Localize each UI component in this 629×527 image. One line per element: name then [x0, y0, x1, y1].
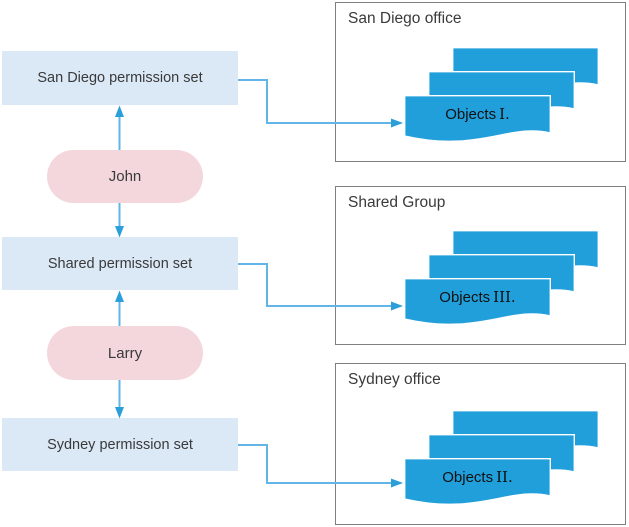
user-label-john: John	[108, 168, 142, 185]
arrow-john-to-shared-set	[115, 203, 124, 238]
arrow-john-to-san-diego-set	[115, 105, 124, 150]
document-label-objects-2: Objects II.	[442, 468, 513, 486]
user-label-larry: Larry	[107, 344, 143, 362]
permission-set-label-shared: Shared permission set	[47, 255, 193, 272]
arrow-larry-to-sydney-set	[115, 380, 124, 419]
group-title-shared-group: Shared Group	[348, 194, 446, 211]
document-label-objects-3: Objects III.	[439, 288, 516, 306]
document-label-objects-1: Objects I.	[445, 105, 510, 123]
permission-set-label-sydney: Sydney permission set	[47, 436, 193, 453]
permission-set-box-sydney: Sydney permission set	[2, 418, 238, 471]
user-pill-larry: Larry	[47, 326, 203, 380]
group-title-san-diego-office: San Diego office	[348, 10, 462, 27]
permission-set-label-san-diego: San Diego permission set	[37, 70, 203, 86]
user-pill-john: John	[47, 150, 203, 203]
document-shape-front-objects-1	[404, 95, 551, 143]
arrow-larry-to-shared-set	[115, 290, 124, 326]
group-title-sydney-office: Sydney office	[348, 371, 441, 388]
document-shape-front-objects-3	[404, 278, 551, 326]
permission-set-box-shared: Shared permission set	[2, 237, 238, 290]
document-shape-front-objects-2	[404, 458, 551, 506]
permission-set-box-san-diego: San Diego permission set	[2, 51, 238, 105]
